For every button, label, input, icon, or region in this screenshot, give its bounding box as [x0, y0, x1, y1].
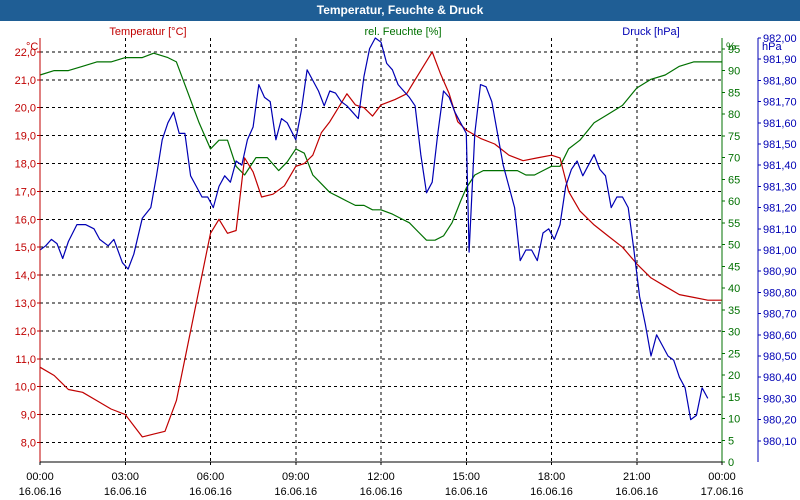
- humidity-tick-label-16: 15: [728, 392, 740, 404]
- temperature-unit-label: °C: [26, 41, 38, 53]
- pressure-tick-label-16: 980,40: [763, 372, 797, 384]
- x-tick-date-1: 16.06.16: [104, 486, 147, 498]
- pressure-tick-label-9: 981,10: [763, 224, 797, 236]
- x-tick-time-0: 00:00: [26, 471, 54, 483]
- axes: [37, 37, 761, 465]
- pressure-unit-label: hPa: [762, 41, 782, 53]
- x-tick-date-8: 17.06.16: [701, 486, 744, 498]
- humidity-tick-label-4: 75: [728, 131, 740, 143]
- x-tick-time-8: 00:00: [708, 471, 736, 483]
- humidity-tick-label-15: 20: [728, 370, 740, 382]
- x-tick-date-0: 16.06.16: [19, 486, 62, 498]
- x-tick-date-2: 16.06.16: [189, 486, 232, 498]
- x-tick-date-3: 16.06.16: [274, 486, 317, 498]
- temperature-tick-label-10: 12,0: [15, 326, 36, 338]
- pressure-tick-label-13: 980,70: [763, 309, 797, 321]
- pressure-series-line: [39, 37, 709, 421]
- temperature-tick-label-3: 19,0: [15, 131, 36, 143]
- chart-title: Temperatur, Feuchte & Druck: [0, 0, 800, 21]
- temperature-tick-label-0: 22,0: [15, 47, 36, 59]
- x-tick-time-7: 21:00: [623, 471, 651, 483]
- humidity-legend-label: rel. Feuchte [%]: [364, 26, 441, 38]
- pressure-tick-label-14: 980,60: [763, 330, 797, 342]
- humidity-unit-label: %: [726, 41, 736, 53]
- humidity-tick-label-13: 30: [728, 327, 740, 339]
- humidity-tick-label-11: 40: [728, 283, 740, 295]
- pressure-tick-label-4: 981,60: [763, 118, 797, 130]
- labels: 22,0 21,0 20,0 19,0 18,0 17,0 16,0 15,0 14,0 13,0…: [15, 26, 797, 498]
- temperature-legend-label: Temperatur [°C]: [109, 26, 186, 38]
- humidity-tick-label-12: 35: [728, 305, 740, 317]
- x-tick-date-5: 16.06.16: [445, 486, 488, 498]
- x-tick-date-6: 16.06.16: [530, 486, 573, 498]
- temperature-tick-label-12: 10,0: [15, 382, 36, 394]
- pressure-tick-label-7: 981,30: [763, 181, 797, 193]
- humidity-tick-label-1: 90: [728, 66, 740, 78]
- humidity-tick-label-0: 95: [728, 44, 740, 56]
- temperature-tick-label-11: 11,0: [15, 354, 36, 366]
- humidity-tick-label-9: 50: [728, 240, 740, 252]
- temperature-tick-label-13: 9,0: [21, 410, 36, 422]
- pressure-tick-label-10: 981,00: [763, 245, 797, 257]
- x-tick-time-2: 06:00: [197, 471, 225, 483]
- temperature-tick-label-9: 13,0: [15, 298, 36, 310]
- x-tick-time-4: 12:00: [367, 471, 395, 483]
- pressure-tick-label-18: 980,20: [763, 415, 797, 427]
- temperature-tick-label-2: 20,0: [15, 103, 36, 115]
- temperature-tick-label-5: 17,0: [15, 186, 36, 198]
- pressure-tick-label-1: 981,90: [763, 54, 797, 66]
- pressure-legend-label: Druck [hPa]: [622, 26, 679, 38]
- pressure-tick-label-11: 980,90: [763, 266, 797, 278]
- pressure-tick-label-19: 980,10: [763, 436, 797, 448]
- x-tick-time-3: 09:00: [282, 471, 310, 483]
- temperature-tick-label-7: 15,0: [15, 242, 36, 254]
- pressure-tick-label-12: 980,80: [763, 287, 797, 299]
- humidity-tick-label-2: 85: [728, 87, 740, 99]
- humidity-tick-label-3: 80: [728, 109, 740, 121]
- x-tick-time-6: 18:00: [538, 471, 566, 483]
- humidity-tick-label-8: 55: [728, 218, 740, 230]
- x-tick-time-1: 03:00: [111, 471, 139, 483]
- humidity-tick-label-17: 10: [728, 414, 740, 426]
- chart-background: [1, 22, 799, 499]
- x-tick-date-4: 16.06.16: [360, 486, 403, 498]
- x-tick-date-7: 16.06.16: [615, 486, 658, 498]
- humidity-tick-label-18: 5: [728, 435, 734, 447]
- temperature-tick-label-1: 21,0: [15, 75, 36, 87]
- temperature-tick-label-6: 16,0: [15, 214, 36, 226]
- grid: [40, 38, 722, 462]
- pressure-tick-label-3: 981,70: [763, 97, 797, 109]
- humidity-tick-label-14: 25: [728, 348, 740, 360]
- pressure-tick-label-8: 981,20: [763, 203, 797, 215]
- pressure-tick-label-2: 981,80: [763, 75, 797, 87]
- humidity-tick-label-5: 70: [728, 153, 740, 165]
- pressure-tick-label-6: 981,40: [763, 160, 797, 172]
- humidity-tick-label-19: 0: [728, 457, 734, 469]
- humidity-tick-label-6: 65: [728, 174, 740, 186]
- series-layer: [39, 37, 722, 438]
- humidity-tick-label-7: 60: [728, 196, 740, 208]
- temperature-tick-label-8: 14,0: [15, 270, 36, 282]
- temperature-tick-label-4: 18,0: [15, 159, 36, 171]
- pressure-tick-label-0: 982,00: [763, 33, 797, 45]
- pressure-tick-label-5: 981,50: [763, 139, 797, 151]
- x-tick-time-5: 15:00: [452, 471, 480, 483]
- pressure-tick-label-15: 980,50: [763, 351, 797, 363]
- humidity-series-line: [39, 52, 722, 241]
- temperature-tick-label-14: 8,0: [21, 437, 36, 449]
- pressure-tick-label-17: 980,30: [763, 393, 797, 405]
- humidity-tick-label-10: 45: [728, 261, 740, 273]
